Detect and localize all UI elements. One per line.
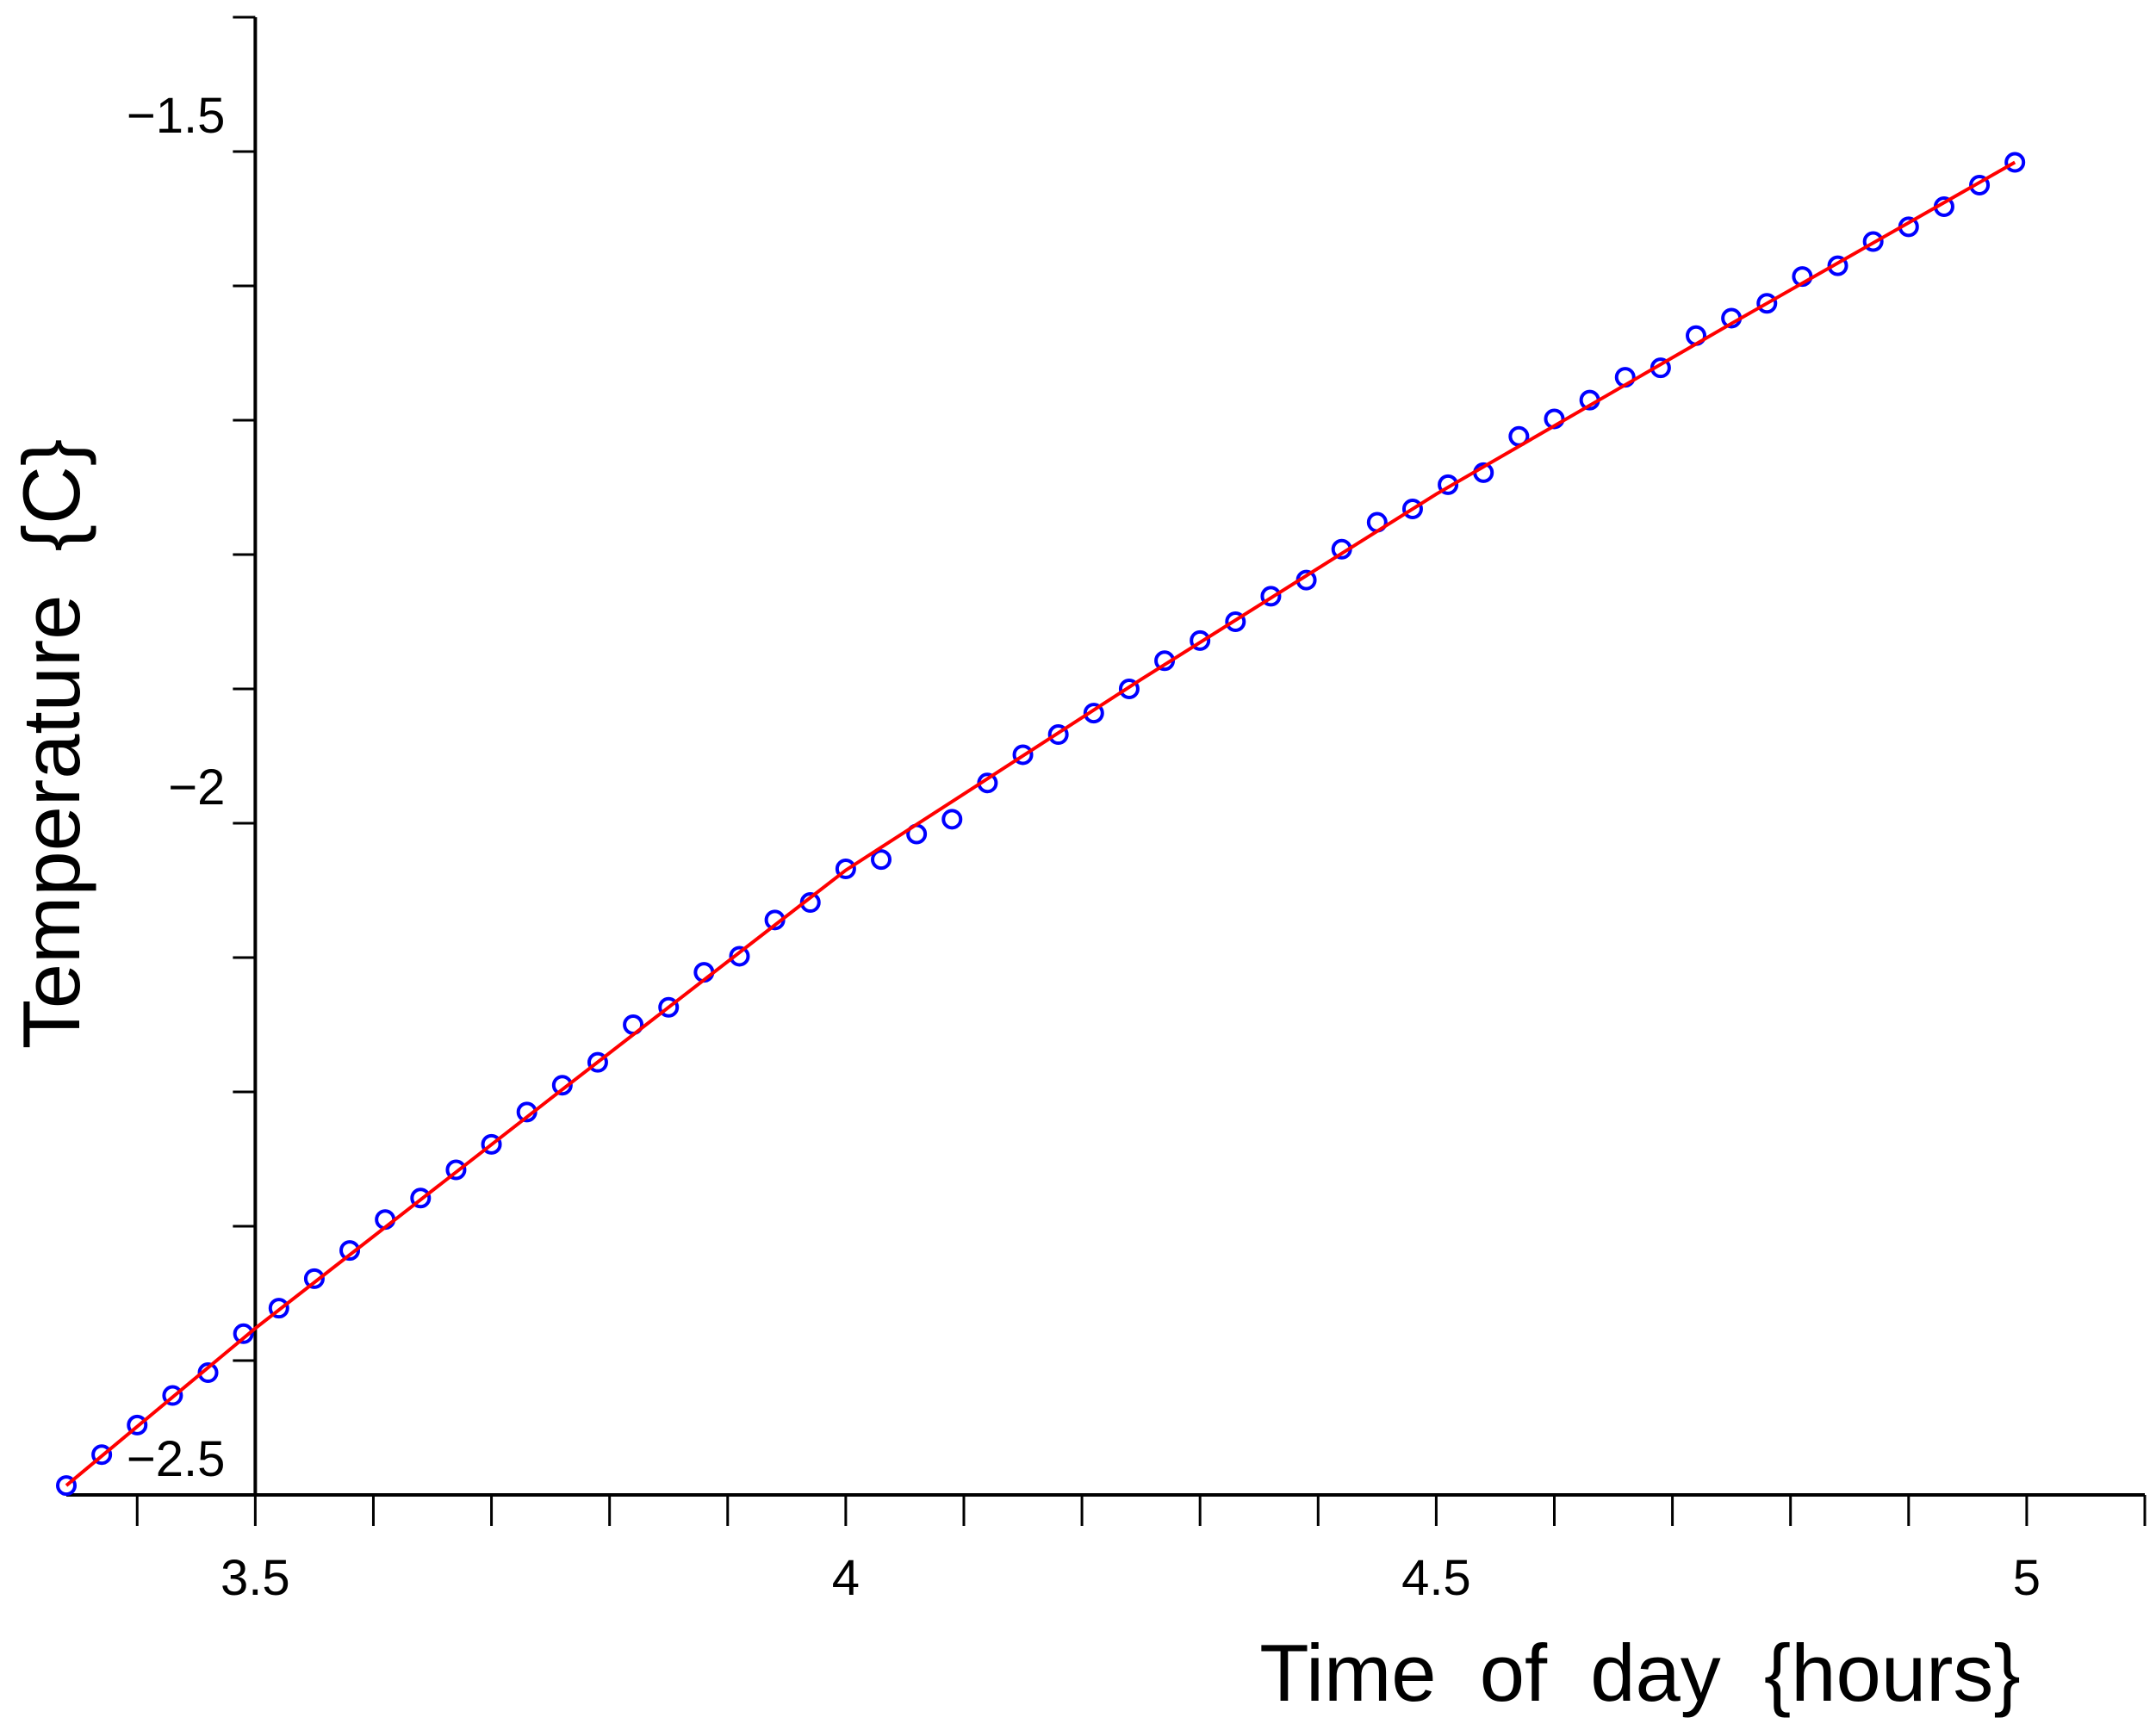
data-point: [1225, 611, 1246, 632]
data-point: [233, 1323, 254, 1344]
data-point: [1862, 231, 1884, 252]
data-point: [1438, 474, 1459, 495]
x-axis-title: Time of day {hours}: [1259, 1628, 2021, 1718]
fit-line: [65, 160, 2016, 1487]
data-point: [1190, 629, 1211, 651]
data-point: [1047, 724, 1069, 746]
data-point: [1401, 498, 1423, 519]
data-point: [56, 1475, 77, 1497]
data-point: [162, 1385, 183, 1406]
data-point: [410, 1187, 432, 1209]
data-point: [445, 1159, 467, 1181]
y-tick-label: −2.5: [127, 1431, 226, 1487]
x-tick-label: 3.5: [221, 1550, 290, 1606]
data-point: [1969, 175, 1991, 195]
data-point: [551, 1075, 573, 1096]
data-point: [871, 849, 892, 871]
y-axis-title: Temperature {C}: [6, 439, 96, 1049]
data-point: [941, 809, 963, 830]
data-point: [268, 1298, 289, 1319]
x-tick-label: 5: [2013, 1550, 2041, 1606]
data-point: [658, 996, 680, 1018]
data-point: [127, 1414, 148, 1435]
data-point: [481, 1133, 502, 1155]
data-point: [2004, 152, 2026, 173]
y-tick-label: −2: [168, 760, 225, 815]
data-point: [1756, 293, 1778, 314]
x-tick-label: 4.5: [1401, 1550, 1471, 1606]
data-point: [91, 1444, 113, 1466]
x-tick-label: 4: [832, 1550, 860, 1606]
data-point: [303, 1268, 325, 1289]
y-tick-label: −1.5: [127, 88, 226, 144]
data-point: [1260, 586, 1282, 607]
data-point: [835, 859, 856, 880]
data-point: [1827, 255, 1848, 276]
data-point: [587, 1051, 608, 1073]
data-point: [339, 1240, 361, 1262]
data-point: [729, 946, 750, 967]
data-point: [1118, 679, 1140, 699]
data-point: [1012, 744, 1034, 766]
data-point: [1083, 703, 1104, 724]
